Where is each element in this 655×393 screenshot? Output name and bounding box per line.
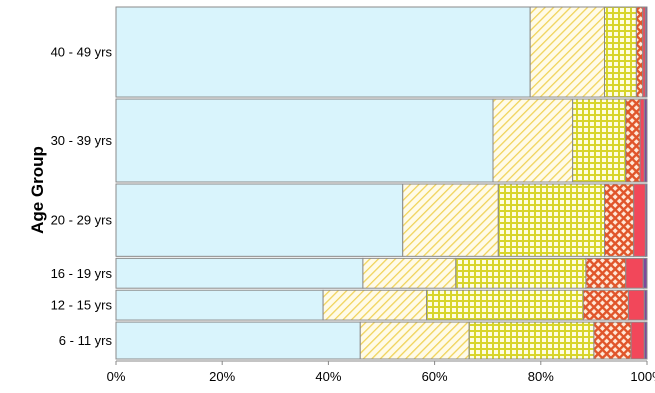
x-tick-label: 20% [209,369,235,384]
y-axis-labels: 40 - 49 yrs 30 - 39 yrs 20 - 29 yrs 16 - 19… [51,45,113,349]
bar-segment [585,257,627,289]
bar-segment [115,321,361,360]
bar-segment [362,257,457,289]
bar-segment [635,6,644,98]
bar-segment [529,6,606,98]
bar-segment [115,6,531,98]
x-tick-label: 60% [422,369,448,384]
bar-segment [604,183,635,257]
bar-segment [604,6,637,98]
plot-area [115,6,648,360]
x-tick-label: 100% [630,369,655,384]
bar-segment [633,183,646,257]
bar-segment [643,98,648,183]
x-tick-label: 0% [107,369,126,384]
bar-segment [639,98,645,183]
bar-segment [644,183,648,257]
y-tick-label: 30 - 39 yrs [51,133,113,148]
bar-segment [572,98,627,183]
bar-segment [115,289,324,321]
bar-segment [630,321,645,360]
bar-segment [359,321,470,360]
bar-segment [468,321,595,360]
bar-segment [497,183,606,257]
bar-segment [455,257,587,289]
bar-segment [115,183,404,257]
y-tick-label: 16 - 19 yrs [51,266,113,281]
y-tick-label: 6 - 11 yrs [59,333,113,348]
bar-segment [492,98,574,183]
bar-segment [115,98,494,183]
bar-segment [582,289,629,321]
bar-segment [625,98,641,183]
y-tick-label: 20 - 29 yrs [51,213,113,228]
bar-segment [644,6,648,98]
bar-segment [115,257,364,289]
x-axis: 0% 20% 40% 60% 80% 100% [107,360,655,384]
x-tick-label: 40% [315,369,341,384]
bar-segment [402,183,499,257]
bar-segment [625,257,644,289]
bar-segment [642,257,648,289]
bar-segment [593,321,632,360]
bar-segment [643,289,648,321]
bar-segment [426,289,584,321]
bar-segment [322,289,428,321]
y-tick-label: 40 - 49 yrs [51,45,113,60]
bar-segment [627,289,645,321]
y-axis-title: Age Group [28,146,47,234]
bar-segment [643,321,648,360]
x-tick-label: 80% [528,369,554,384]
y-tick-label: 12 - 15 yrs [51,298,113,313]
